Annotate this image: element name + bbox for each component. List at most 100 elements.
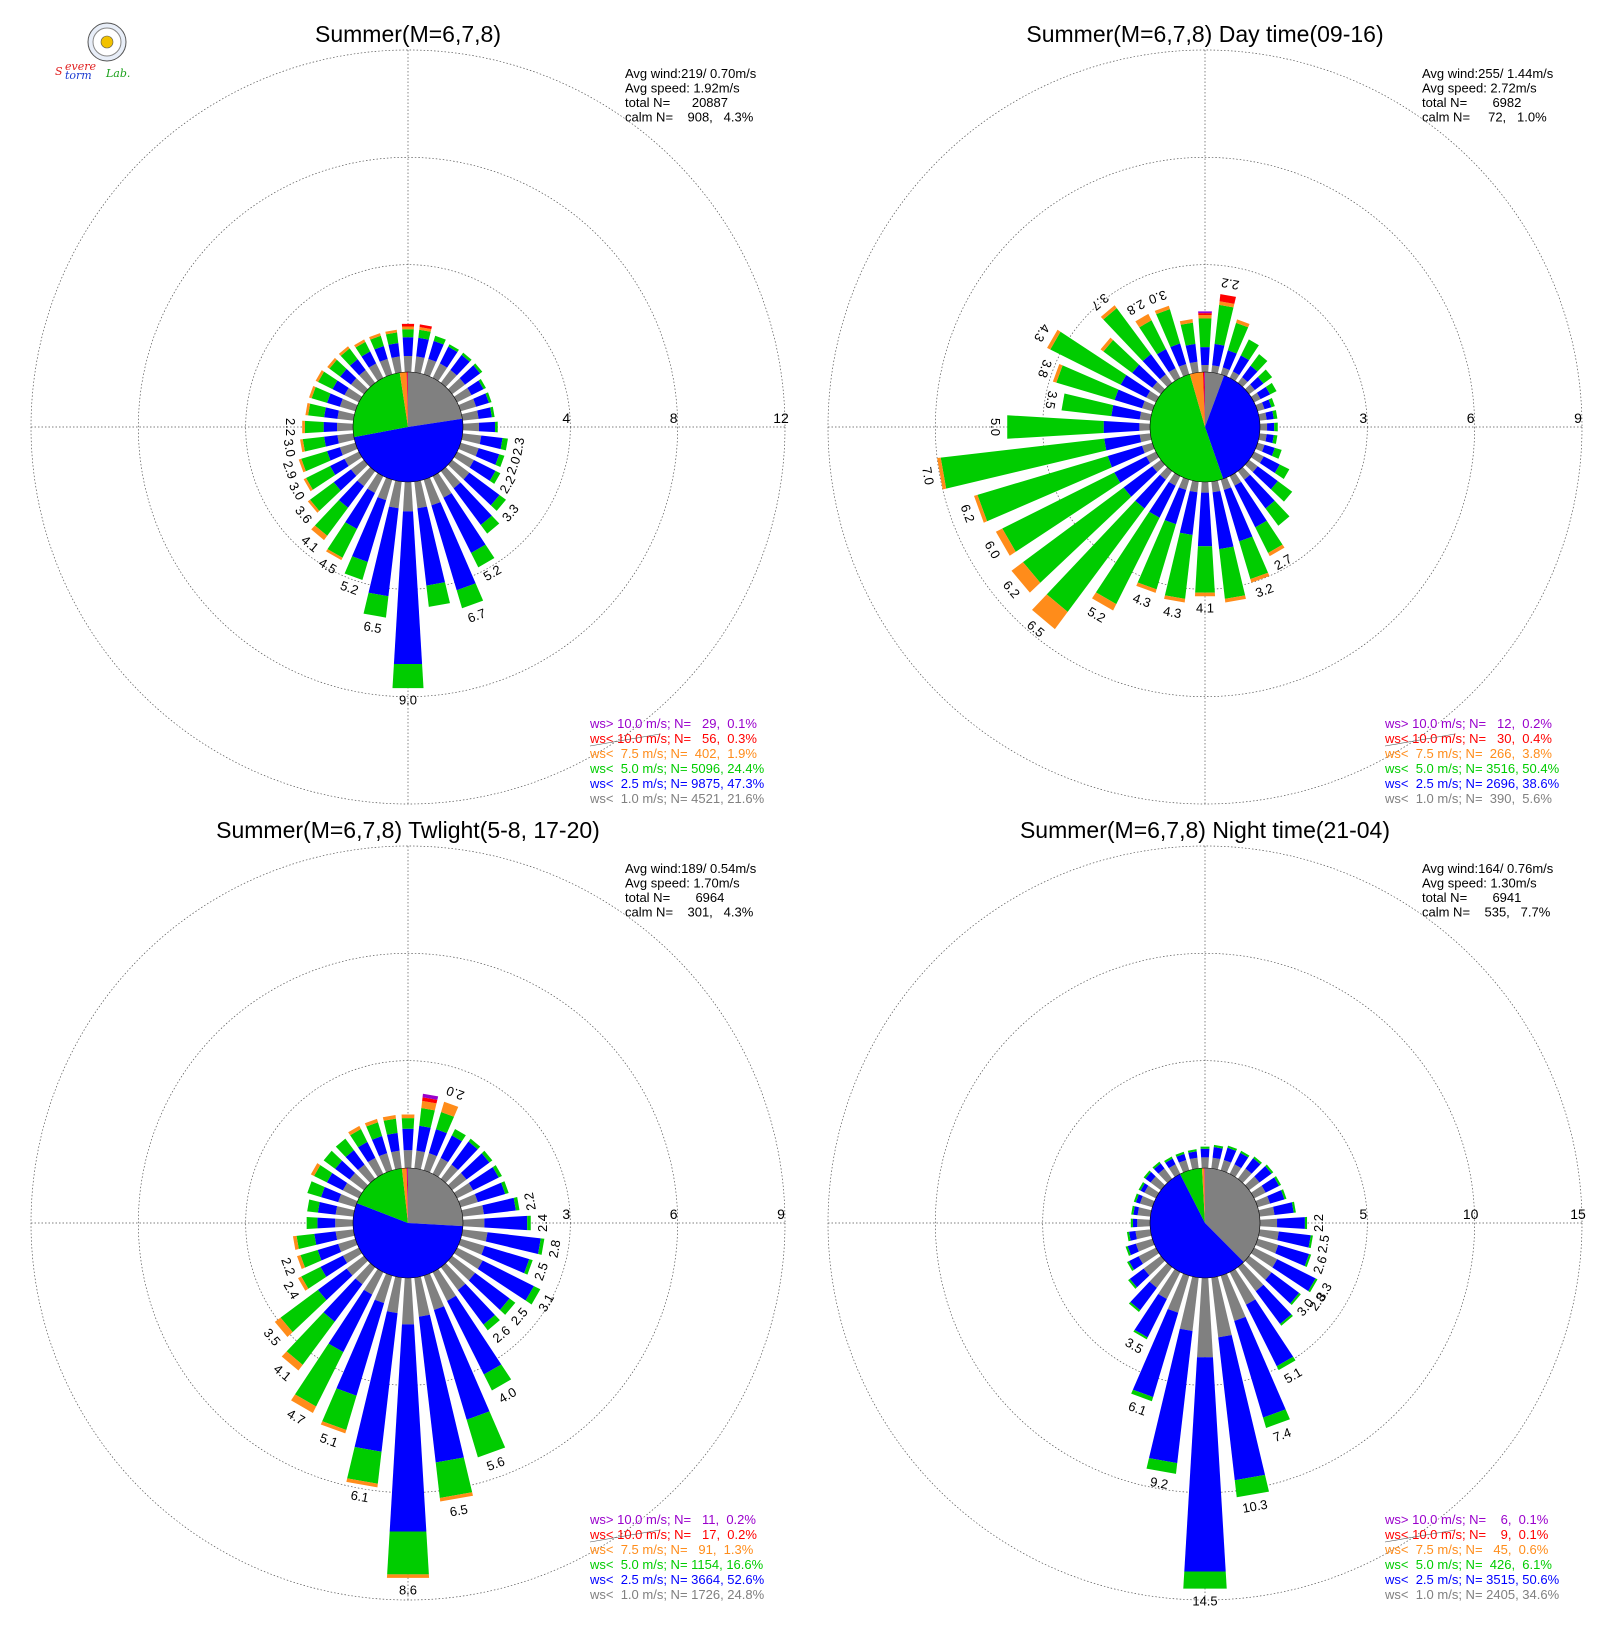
- petal-segment-lt1: [374, 1273, 393, 1304]
- petal-segment-lt75: [298, 458, 306, 473]
- petal-segment-lt5: [1213, 1144, 1224, 1149]
- petal-segment-lt1: [1237, 466, 1251, 480]
- petal-value-label: 10.3: [1241, 1497, 1269, 1516]
- petal-value-label: 4.5: [316, 555, 339, 577]
- petal-segment-lt5: [524, 1259, 533, 1275]
- petal-value-label: 4.7: [284, 1406, 307, 1428]
- petal-segment-lt5: [527, 1215, 531, 1231]
- petal-segment-lt5: [392, 664, 424, 689]
- pie-slice-gt10: [407, 1168, 408, 1223]
- petal-segment-lt75: [401, 1114, 415, 1119]
- petal-segment-lt25: [463, 472, 500, 506]
- petal-segment-lt75: [441, 1101, 459, 1117]
- petal-value-label: 5.2: [338, 578, 360, 598]
- petal-segment-lt1: [1158, 1268, 1181, 1300]
- petal-value-label: 6.2: [958, 502, 978, 524]
- petal-segment-lt5: [363, 592, 389, 618]
- stat-avg-wind: Avg wind:164/ 0.76m/s: [1422, 861, 1554, 876]
- petal-segment-lt1: [461, 1205, 484, 1217]
- logo-word-evere: evere: [65, 60, 96, 73]
- petal-value-label: 2.7: [1271, 551, 1294, 573]
- petal-segment-lt5: [306, 1216, 318, 1230]
- petal-segment-lt1: [349, 1172, 369, 1191]
- petal-segment-lt5: [485, 392, 492, 403]
- petal-segment-lt1: [458, 1238, 485, 1255]
- ring-label: 9: [777, 1206, 785, 1222]
- petal-segment-lt25: [1261, 1177, 1280, 1193]
- petal-segment-lt1: [1211, 480, 1221, 493]
- petal-segment-lt5: [1274, 464, 1290, 479]
- petal-segment-lt25: [1200, 1148, 1210, 1158]
- petal-segment-lt1: [447, 1172, 467, 1191]
- petal-segment-lt1: [1255, 442, 1265, 452]
- petal-segment-lt5: [385, 332, 399, 345]
- petal-segment-lt5: [1137, 520, 1176, 590]
- stat-total: total N= 6982: [1422, 95, 1521, 110]
- ring-label: 10: [1463, 1206, 1479, 1222]
- petal-segment-lt75: [1136, 582, 1157, 593]
- pie-slice-lt10: [1202, 372, 1205, 427]
- petal-value-label: 3.6: [292, 503, 315, 526]
- petal-segment-lt1: [1189, 480, 1199, 493]
- petal-segment-lt25: [457, 1283, 495, 1325]
- petal-segment-lt1: [461, 410, 479, 421]
- legend-entry-gt10: ws> 10.0 m/s; N= 11, 0.2%: [589, 1512, 756, 1527]
- petal-segment-lt1: [453, 1247, 483, 1270]
- petal-value-label: 14.5: [1192, 1593, 1217, 1608]
- petal-segment-lt25: [1234, 481, 1267, 528]
- petal-value-label: 2.9: [280, 459, 300, 481]
- petal-segment-lt5: [344, 556, 368, 580]
- petal-segment-lt25: [1218, 1334, 1266, 1481]
- logo-word-lab: Lab.: [105, 67, 130, 80]
- petal-segment-lt75: [421, 1100, 437, 1111]
- petal-segment-lt5: [1276, 1356, 1296, 1371]
- petal-segment-lt25: [345, 488, 375, 529]
- petal-segment-lt25: [467, 380, 484, 396]
- petal-segment-lt25: [484, 1215, 528, 1231]
- petal-segment-lt1: [1259, 1218, 1278, 1228]
- petal-segment-lt1: [414, 1150, 425, 1170]
- pie-slice-lt25: [1150, 1173, 1244, 1278]
- petal-segment-lt5: [1304, 1216, 1308, 1230]
- petal-segment-lt75: [292, 1235, 299, 1250]
- petal-value-label: 2.2: [278, 1255, 298, 1277]
- petal-segment-lt1: [337, 410, 355, 421]
- pie-slice-lt10: [406, 372, 408, 427]
- petal-segment-lt25: [1242, 365, 1258, 382]
- petal-segment-lt5: [1272, 410, 1278, 420]
- petal-segment-lt25: [1272, 1259, 1316, 1292]
- petal-segment-lt1: [1255, 402, 1265, 412]
- petal-segment-lt25: [1114, 389, 1145, 409]
- speed-distribution-pie: [1149, 371, 1261, 483]
- petal-segment-lt1: [1159, 374, 1173, 388]
- petal-segment-lt75: [1236, 319, 1250, 328]
- petal-segment-lt5: [323, 1150, 343, 1169]
- pie-slice-lt5: [1180, 1168, 1205, 1223]
- petal-segment-lt1: [1244, 1255, 1272, 1280]
- petal-segment-lt1: [440, 466, 461, 489]
- petal-segment-lt5: [1240, 1150, 1250, 1158]
- petal-segment-lt25: [1164, 487, 1187, 525]
- petal-segment-lt1: [1237, 1168, 1252, 1184]
- legend-entry-lt1: ws< 1.0 m/s; N= 4521, 21.6%: [589, 791, 765, 806]
- petal-segment-lt1: [1137, 1207, 1152, 1217]
- petal-segment-lt5: [335, 1138, 354, 1158]
- petal-segment-lt1: [440, 369, 457, 388]
- legend-entry-lt10: ws< 10.0 m/s; N= 56, 0.3%: [589, 731, 757, 746]
- petal-segment-lt25: [477, 1260, 534, 1301]
- speed-distribution-pie: [1149, 1167, 1261, 1279]
- petal-segment-lt25: [1234, 1316, 1286, 1418]
- stat-avg-speed: Avg speed: 2.72m/s: [1422, 81, 1537, 96]
- petal-segment-lt1: [335, 1229, 355, 1240]
- petal-segment-lt25: [1222, 350, 1237, 370]
- petal-segment-lt75: [364, 1118, 378, 1127]
- petal-segment-lt1: [335, 1206, 355, 1217]
- petal-segment-lt5: [307, 1181, 325, 1198]
- petal-segment-lt1: [1197, 1277, 1213, 1358]
- petal-segment-lt1: [1255, 1238, 1279, 1254]
- petal-segment-lt25: [473, 393, 489, 407]
- petal-segment-lt1: [1220, 477, 1232, 490]
- petal-segment-lt1: [1220, 367, 1230, 377]
- petal-segment-lt1: [1178, 477, 1190, 490]
- petal-value-label: 5.0: [988, 418, 1003, 436]
